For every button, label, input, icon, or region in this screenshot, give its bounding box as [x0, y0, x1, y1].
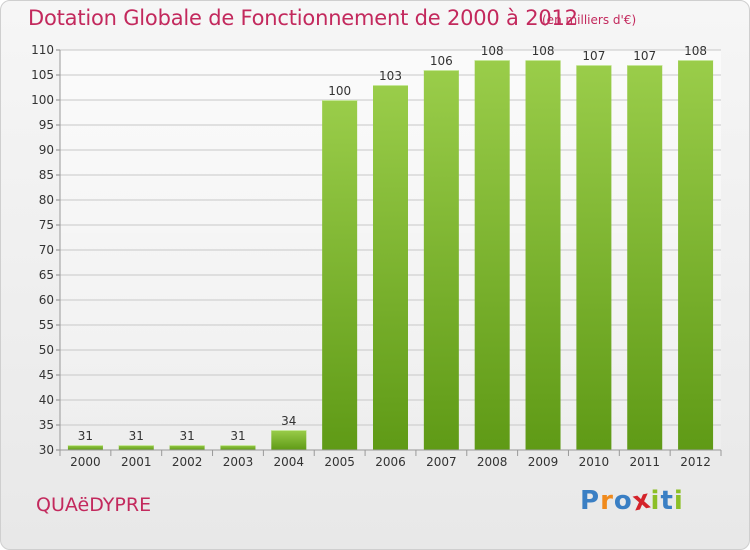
bar-2006 — [373, 85, 408, 450]
value-label-2000: 31 — [78, 429, 93, 443]
value-label-2008: 108 — [481, 44, 504, 58]
logo-letter: i — [673, 486, 684, 516]
y-tick-label: 95 — [39, 118, 54, 132]
y-tick-label: 105 — [31, 68, 54, 82]
y-tick-label: 55 — [39, 318, 54, 332]
y-tick-label: 50 — [39, 343, 54, 357]
x-tick-label-2000: 2000 — [70, 455, 101, 469]
bar-2009 — [525, 60, 561, 450]
bar-2005 — [322, 100, 358, 450]
bar-2004 — [271, 430, 307, 450]
value-label-2004: 34 — [281, 414, 296, 428]
value-label-2012: 108 — [684, 44, 707, 58]
x-tick-label-2009: 2009 — [528, 455, 559, 469]
y-tick-label: 70 — [39, 243, 54, 257]
x-tick-label-2004: 2004 — [274, 455, 305, 469]
bar-2000 — [67, 445, 103, 450]
bar-2012 — [678, 60, 714, 450]
y-tick-label: 80 — [39, 193, 54, 207]
x-tick-label-2007: 2007 — [426, 455, 457, 469]
logo-letter: i — [650, 486, 661, 516]
value-label-2006: 103 — [379, 69, 402, 83]
y-tick-label: 60 — [39, 293, 54, 307]
bar-2010 — [576, 65, 612, 450]
proxiti-logo: Proxiti — [580, 484, 684, 517]
chart-unit: (en milliers d'€) — [542, 13, 637, 27]
x-tick-label-2005: 2005 — [324, 455, 355, 469]
value-label-2011: 107 — [633, 49, 656, 63]
x-tick-label-2010: 2010 — [579, 455, 610, 469]
chart-title: Dotation Globale de Fonctionnement de 20… — [28, 6, 578, 30]
bar-2008 — [474, 60, 510, 450]
y-tick-label: 40 — [39, 393, 54, 407]
logo-letter: P — [580, 486, 601, 516]
bar-2002 — [169, 445, 205, 450]
commune-name: QUAëDYPRE — [36, 494, 152, 516]
y-tick-label: 85 — [39, 168, 54, 182]
value-label-2009: 108 — [532, 44, 555, 58]
x-tick-label-2011: 2011 — [629, 455, 660, 469]
y-tick-label: 65 — [39, 268, 54, 282]
logo-letter: t — [660, 486, 674, 516]
value-label-2003: 31 — [230, 429, 245, 443]
value-label-2001: 31 — [129, 429, 144, 443]
bar-2001 — [118, 445, 154, 450]
y-tick-label: 90 — [39, 143, 54, 157]
value-label-2005: 100 — [328, 84, 351, 98]
x-tick-label-2001: 2001 — [121, 455, 152, 469]
bar-2011 — [627, 65, 663, 450]
logo-letter: r — [600, 486, 614, 516]
y-tick-label: 35 — [39, 418, 54, 432]
y-tick-label: 30 — [39, 443, 54, 457]
x-tick-label-2003: 2003 — [223, 455, 254, 469]
value-label-2002: 31 — [179, 429, 194, 443]
bar-2003 — [220, 445, 256, 450]
y-tick-label: 100 — [31, 93, 54, 107]
x-tick-label-2008: 2008 — [477, 455, 508, 469]
y-tick-label: 45 — [39, 368, 54, 382]
value-label-2007: 106 — [430, 54, 453, 68]
y-tick-label: 75 — [39, 218, 54, 232]
x-tick-label-2012: 2012 — [680, 455, 711, 469]
bar-2007 — [423, 70, 459, 450]
y-tick-label: 110 — [31, 43, 54, 57]
value-label-2010: 107 — [582, 49, 605, 63]
logo-letter: o — [613, 486, 633, 516]
x-tick-label-2006: 2006 — [375, 455, 406, 469]
x-tick-label-2002: 2002 — [172, 455, 203, 469]
